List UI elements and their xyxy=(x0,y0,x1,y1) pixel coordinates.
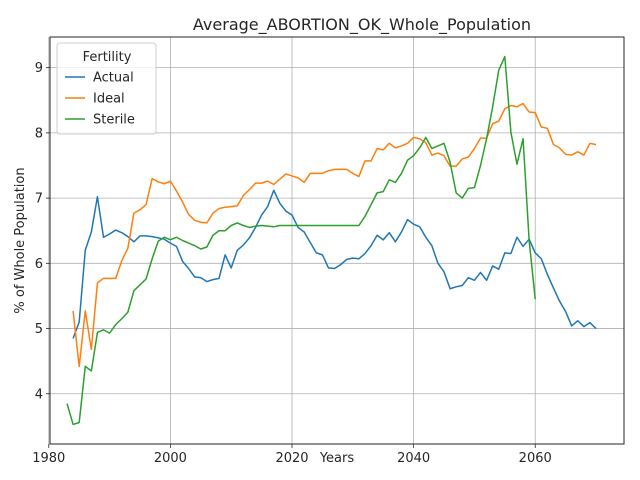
y-tick-label: 8 xyxy=(35,126,43,141)
legend-title: Fertility xyxy=(83,50,132,65)
x-tick-label: 2060 xyxy=(519,451,552,466)
series-line-sterile xyxy=(66,55,536,426)
y-tick-label: 6 xyxy=(35,257,43,272)
y-axis-ticks: 4 5 6 7 8 9 xyxy=(35,61,50,402)
y-tick-label: 4 xyxy=(35,387,43,402)
chart-title: Average_ABORTION_OK_Whole_Population xyxy=(193,15,531,35)
legend: Fertility Actual Ideal Sterile xyxy=(56,42,157,135)
legend-entries: Actual Ideal Sterile xyxy=(65,71,135,128)
x-tick-label: 2040 xyxy=(397,451,430,466)
x-axis-label: Years xyxy=(319,451,355,466)
legend-label-sterile: Sterile xyxy=(93,113,135,128)
x-tick-label: 1980 xyxy=(32,451,65,466)
legend-box xyxy=(56,42,157,135)
x-axis-ticks: 1980 2000 2020 2040 2060 xyxy=(32,444,552,466)
x-tick-label: 2000 xyxy=(154,451,187,466)
legend-label-ideal: Ideal xyxy=(93,92,125,107)
series-layer xyxy=(66,55,597,426)
plot-frame xyxy=(49,36,625,445)
series-line-actual xyxy=(72,189,597,339)
legend-label-actual: Actual xyxy=(93,71,134,86)
y-tick-label: 7 xyxy=(35,192,43,207)
x-tick-label: 2020 xyxy=(275,451,308,466)
y-tick-label: 9 xyxy=(35,61,43,76)
y-tick-label: 5 xyxy=(35,322,43,337)
y-axis-label: % of Whole Population xyxy=(13,167,28,313)
